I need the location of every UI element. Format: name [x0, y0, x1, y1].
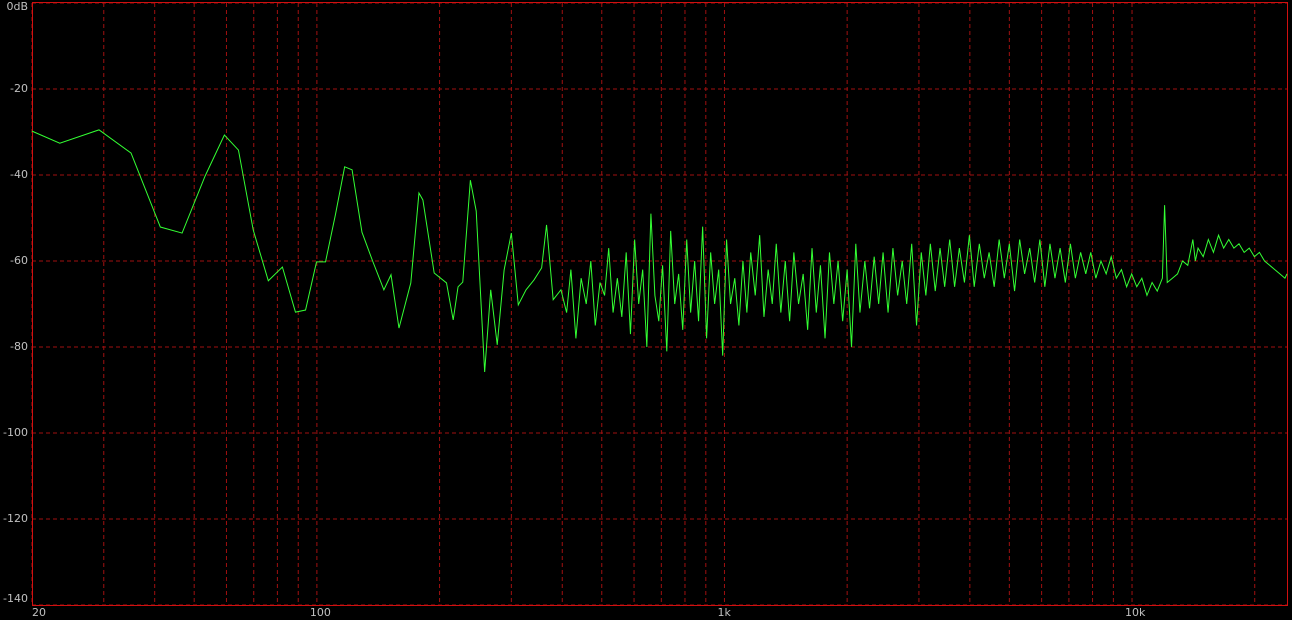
y-tick-label: -80	[10, 340, 28, 353]
x-tick-label: 10k	[1125, 606, 1146, 619]
x-tick-label: 100	[310, 606, 331, 619]
y-tick-label: -120	[3, 512, 28, 525]
x-tick-label: 1k	[717, 606, 731, 619]
y-tick-label: -40	[10, 168, 28, 181]
y-tick-label: 0dB	[6, 0, 28, 13]
y-tick-label: -20	[10, 82, 28, 95]
plot-border	[32, 2, 1288, 606]
y-tick-label: -60	[10, 254, 28, 267]
y-tick-label: -100	[3, 426, 28, 439]
x-tick-label: 20	[32, 606, 46, 619]
spectrum-line	[31, 129, 1288, 372]
y-tick-label: -140	[3, 592, 28, 605]
